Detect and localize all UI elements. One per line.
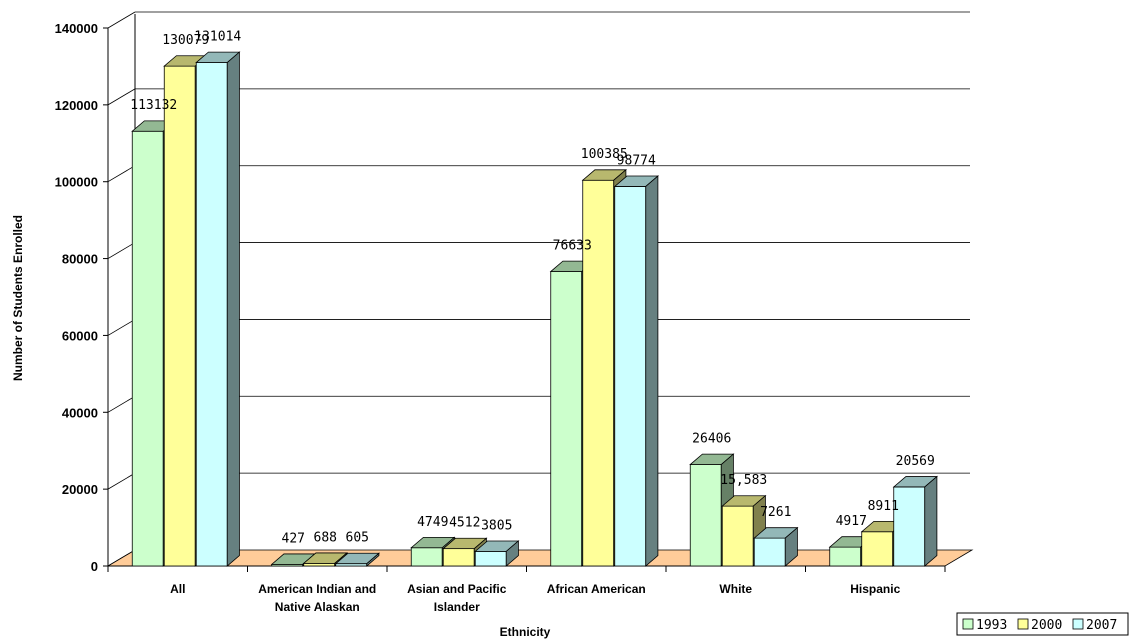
x-tick-label: African American [547, 582, 646, 596]
data-label: 3805 [481, 518, 512, 533]
bar [474, 540, 520, 567]
data-label: 76633 [553, 239, 592, 254]
y-tick-label: 100000 [55, 175, 98, 190]
legend-swatch [1017, 618, 1029, 630]
data-label: 100385 [581, 147, 628, 162]
legend-entry: 2007 [1086, 618, 1117, 633]
y-axis-ticks: 0 20000 40000 60000 80000 100000 120000 140000 [55, 21, 108, 574]
data-label: 130079 [162, 33, 209, 48]
bar [753, 526, 799, 567]
y-tick-label: 60000 [62, 328, 98, 343]
gridline-depth [107, 88, 136, 106]
bar [195, 51, 241, 567]
data-label: 20569 [896, 454, 935, 469]
y-tick-label: 80000 [62, 252, 98, 267]
y-tick-label: 40000 [62, 405, 98, 420]
y-axis-label: Number of Students Enrolled [11, 215, 25, 381]
x-tick-label: Islander [434, 600, 480, 614]
data-label: 8911 [868, 499, 899, 514]
legend: 1993 2000 2007 [956, 612, 1129, 636]
gridline-depth [107, 319, 136, 336]
data-label: 7261 [760, 505, 791, 520]
gridline-depth [107, 242, 136, 259]
x-tick-label: White [719, 582, 752, 596]
data-label: 113132 [130, 98, 177, 113]
gridline-depth [107, 11, 136, 29]
bars [131, 51, 938, 567]
y-tick-label: 140000 [55, 21, 98, 36]
gridline-depth [107, 395, 136, 413]
data-label: 4749 [417, 515, 448, 530]
y-tick-label: 0 [91, 559, 98, 574]
data-label: 427 [282, 531, 305, 546]
x-axis-label: Ethnicity [500, 625, 551, 639]
y-tick-label: 20000 [62, 482, 98, 497]
legend-swatch [962, 618, 974, 630]
x-tick-label: Native Alaskan [275, 600, 360, 614]
gridline-depth [107, 472, 136, 490]
data-label: 605 [346, 531, 369, 546]
gridline-depth [107, 165, 136, 183]
data-label: 4917 [836, 514, 867, 529]
bar [334, 552, 380, 567]
data-label: 4512 [449, 516, 480, 531]
data-label: 15,583 [720, 473, 767, 488]
y-tick-label: 120000 [55, 98, 98, 113]
x-tick-label: American Indian and [258, 582, 376, 596]
x-tick-label: All [170, 582, 185, 596]
data-label: 131014 [194, 30, 241, 45]
legend-entry: 2000 [1031, 618, 1062, 633]
data-label: 26406 [692, 432, 731, 447]
x-tick-label: Hispanic [850, 582, 900, 596]
x-axis-categories: All American Indian and Native Alaskan Asia… [107, 566, 946, 614]
bar [892, 475, 938, 567]
legend-swatch [1072, 618, 1084, 630]
data-label: 98774 [617, 153, 656, 168]
data-label: 688 [314, 530, 337, 545]
x-tick-label: Asian and Pacific [407, 582, 507, 596]
legend-box [956, 612, 1129, 636]
bar [613, 175, 659, 567]
legend-entry: 1993 [976, 618, 1007, 633]
